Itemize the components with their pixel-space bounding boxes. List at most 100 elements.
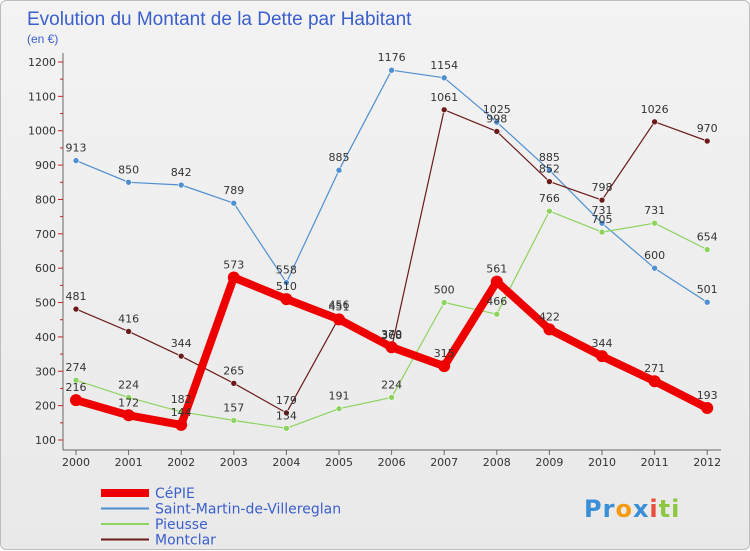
y-tick-label: 1000 <box>28 125 56 138</box>
chart-title: Evolution du Montant de la Dette par Hab… <box>27 9 412 30</box>
data-label-montclar: 179 <box>276 394 297 407</box>
data-point-saint-martin-de-villereglan <box>651 264 658 272</box>
legend-label: Saint-Martin-de-Villereglan <box>155 502 341 518</box>
data-label-montclar: 481 <box>66 290 87 303</box>
data-label-montclar: 344 <box>171 337 192 350</box>
series-line-montclar <box>75 109 708 414</box>
data-point-cepie <box>438 360 451 373</box>
y-tick-label: 100 <box>35 434 56 447</box>
data-label-montclar: 416 <box>118 312 139 325</box>
data-label-saint-martin-de-villereglan: 913 <box>66 142 87 155</box>
chart-subtitle: (en €) <box>27 32 58 46</box>
y-tick-label: 500 <box>35 297 56 310</box>
data-label-cepie: 216 <box>66 381 87 394</box>
data-label-cepie: 144 <box>171 406 192 419</box>
data-label-saint-martin-de-villereglan: 842 <box>171 166 192 179</box>
legend-label: Montclar <box>155 533 216 549</box>
data-point-cepie <box>333 313 345 326</box>
x-tick-label: 2008 <box>483 456 511 469</box>
data-label-pieusse: 500 <box>434 284 455 297</box>
data-label-montclar: 852 <box>539 163 560 176</box>
data-label-cepie: 573 <box>223 258 244 271</box>
y-tick-label: 900 <box>35 159 56 172</box>
data-point-cepie <box>490 275 503 288</box>
legend-label: Pieusse <box>155 517 208 533</box>
data-point-montclar <box>283 409 290 417</box>
data-point-saint-martin-de-villereglan <box>546 166 553 174</box>
x-tick-label: 2003 <box>220 456 248 469</box>
x-tick-label: 2000 <box>62 456 90 469</box>
data-point-pieusse <box>72 376 80 384</box>
y-tick-label: 400 <box>35 331 56 344</box>
data-label-cepie: 451 <box>329 300 350 313</box>
data-point-pieusse <box>440 299 448 306</box>
data-label-pieusse: 224 <box>381 378 402 391</box>
data-label-pieusse: 224 <box>118 378 139 391</box>
data-point-montclar <box>651 118 658 126</box>
data-label-pieusse: 274 <box>66 361 87 374</box>
data-label-cepie: 315 <box>434 347 455 360</box>
data-label-cepie: 193 <box>697 389 718 402</box>
x-tick-label: 2009 <box>535 456 563 469</box>
data-label-montclar: 265 <box>223 364 244 377</box>
data-label-saint-martin-de-villereglan: 501 <box>697 283 718 296</box>
x-tick-label: 2012 <box>693 456 721 469</box>
data-label-pieusse: 182 <box>171 393 192 406</box>
data-point-montclar <box>440 106 448 114</box>
data-label-cepie: 370 <box>381 328 402 341</box>
x-tick-label: 2007 <box>430 456 458 469</box>
data-point-saint-martin-de-villereglan <box>388 66 395 74</box>
data-point-pieusse <box>230 417 238 424</box>
data-point-pieusse <box>546 207 553 215</box>
data-point-saint-martin-de-villereglan <box>125 178 132 186</box>
data-labels: 913 850 842 789 558 885 1176 1154 1025 885 731 600 5… <box>66 51 718 422</box>
y-tick-label: 800 <box>35 193 56 206</box>
data-point-pieusse <box>651 219 658 227</box>
data-label-saint-martin-de-villereglan: 731 <box>592 204 613 217</box>
data-point-montclar <box>598 196 606 204</box>
data-label-saint-martin-de-villereglan: 1154 <box>430 59 458 72</box>
data-label-cepie: 561 <box>486 263 507 276</box>
data-label-pieusse: 705 <box>592 213 613 226</box>
x-tick-label: 2006 <box>378 456 406 469</box>
x-tick-label: 2011 <box>641 456 669 469</box>
data-point-pieusse <box>335 405 343 413</box>
data-label-pieusse: 134 <box>276 409 297 422</box>
data-point-saint-martin-de-villereglan <box>177 181 185 189</box>
data-point-pieusse <box>493 310 501 318</box>
data-label-saint-martin-de-villereglan: 850 <box>118 163 139 176</box>
data-label-cepie: 344 <box>592 337 613 350</box>
x-tick-label: 2004 <box>272 456 300 469</box>
data-point-montclar <box>546 178 553 185</box>
x-tick-label: 2002 <box>167 456 195 469</box>
data-point-saint-martin-de-villereglan <box>440 74 448 82</box>
y-tick-label: 300 <box>35 365 56 378</box>
data-point-saint-martin-de-villereglan <box>283 279 290 286</box>
data-point-cepie <box>280 293 293 306</box>
data-label-saint-martin-de-villereglan: 1176 <box>378 51 406 64</box>
y-tick-label: 1200 <box>28 56 56 69</box>
legend-label: CéPIE <box>155 486 195 502</box>
data-point-pieusse <box>388 394 395 401</box>
data-point-cepie <box>175 418 188 431</box>
proxiti-logo: Proxiti <box>584 495 679 523</box>
axes: 100 200 300 400 500 600 700 800 900 1000 1100 1200 2… <box>28 53 721 469</box>
data-point-cepie <box>648 375 661 388</box>
data-label-pieusse: 654 <box>697 231 718 244</box>
y-tick-label: 200 <box>35 400 56 413</box>
data-label-saint-martin-de-villereglan: 1025 <box>483 103 511 116</box>
data-label-montclar: 368 <box>381 329 402 342</box>
data-point-saint-martin-de-villereglan <box>598 219 606 227</box>
data-label-saint-martin-de-villereglan: 885 <box>329 151 350 164</box>
data-point-saint-martin-de-villereglan <box>703 298 711 306</box>
data-point-pieusse <box>125 394 132 401</box>
y-tick-label: 600 <box>35 262 56 275</box>
data-label-montclar: 456 <box>329 299 350 312</box>
data-point-cepie <box>596 350 608 363</box>
data-label-pieusse: 157 <box>223 401 244 414</box>
data-point-cepie <box>701 402 714 415</box>
legend: CéPIESaint-Martin-de-VillereglanPieusseM… <box>101 486 341 549</box>
data-point-montclar <box>230 379 238 387</box>
